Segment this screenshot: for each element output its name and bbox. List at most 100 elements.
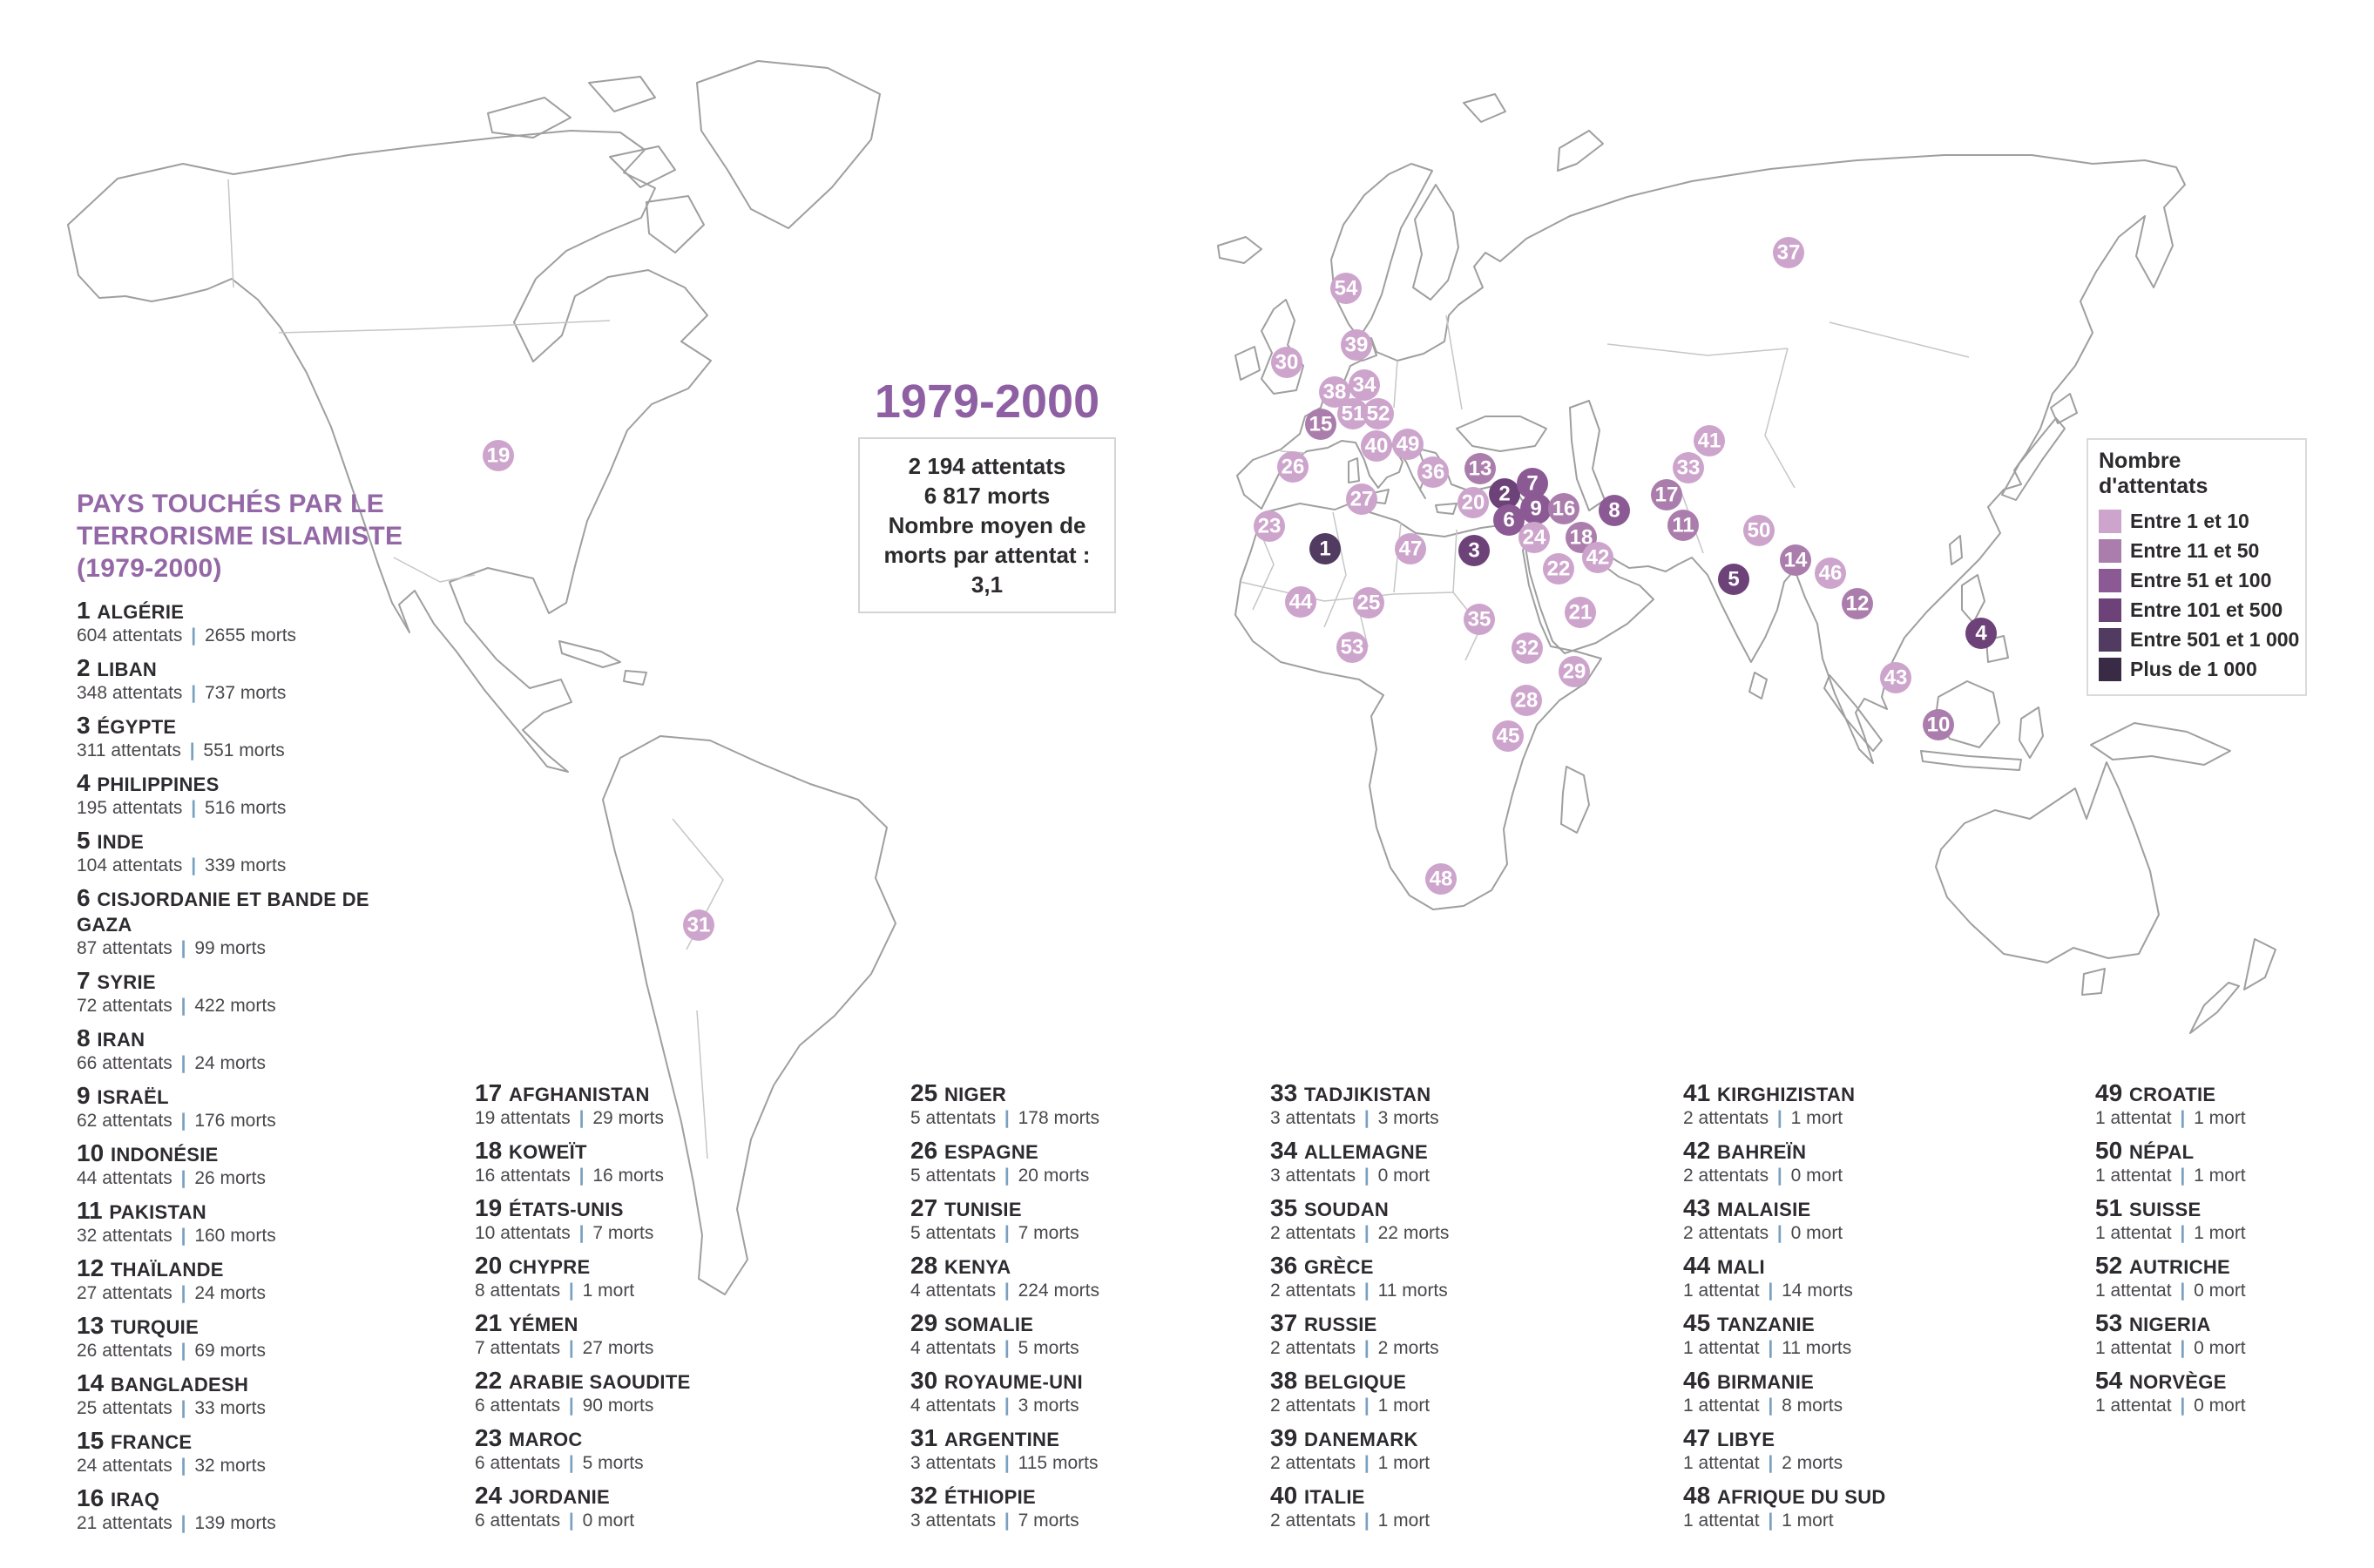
svg-text:51: 51: [1342, 402, 1365, 426]
country-name-12: 12 THAÏLANDE: [77, 1254, 224, 1281]
country-item-46: 46 BIRMANIE 1 attentat | 8 morts: [1683, 1368, 1979, 1417]
svg-text:30: 30: [1275, 351, 1299, 375]
country-name-26: 26 ESPAGNE: [910, 1137, 1038, 1164]
country-name-10: 10 INDONÉSIE: [77, 1139, 219, 1166]
country-item-23: 23 MAROC 6 attentats | 5 morts: [475, 1425, 771, 1475]
country-item-41: 41 KIRGHIZISTAN 2 attentats | 1 mort: [1683, 1080, 1979, 1130]
map-bubble-53: 53: [1336, 632, 1368, 663]
period-title: 1979-2000: [874, 375, 1100, 428]
country-name-36: 36 GRÈCE: [1270, 1252, 1374, 1279]
map-bubble-8: 8: [1599, 495, 1630, 526]
country-item-28: 28 KENYA 4 attentats | 224 morts: [910, 1253, 1207, 1302]
map-bubble-54: 54: [1330, 273, 1362, 304]
country-name-37: 37 RUSSIE: [1270, 1309, 1377, 1336]
country-stats-22: 6 attentats | 90 morts: [475, 1396, 654, 1416]
country-item-51: 51 SUISSE 1 attentat | 1 mort: [2095, 1195, 2365, 1245]
country-stats-23: 6 attentats | 5 morts: [475, 1453, 644, 1473]
map-bubble-36: 36: [1417, 456, 1449, 488]
map-bubble-24: 24: [1518, 522, 1550, 553]
svg-text:33: 33: [1677, 456, 1701, 480]
country-name-29: 29 SOMALIE: [910, 1309, 1034, 1336]
svg-text:22: 22: [1547, 558, 1571, 581]
country-stats-18: 16 attentats | 16 morts: [475, 1166, 665, 1186]
svg-text:49: 49: [1397, 433, 1420, 456]
map-bubble-38: 38: [1319, 376, 1350, 408]
map-bubble-42: 42: [1582, 542, 1613, 573]
country-stats-19: 10 attentats | 7 morts: [475, 1223, 654, 1243]
country-stats-32: 3 attentats | 7 morts: [910, 1511, 1079, 1531]
map-bubble-30: 30: [1271, 347, 1302, 378]
svg-text:3: 3: [1468, 539, 1479, 563]
svg-text:36: 36: [1422, 461, 1445, 484]
country-name-4: 4 PHILIPPINES: [77, 769, 220, 796]
country-name-38: 38 BELGIQUE: [1270, 1367, 1407, 1394]
map-bubble-11: 11: [1667, 510, 1699, 541]
svg-text:54: 54: [1335, 277, 1358, 301]
country-column-1: 1 ALGÉRIE 604 attentats | 2655 morts 2 LIB…: [77, 598, 382, 1543]
country-stats-8: 66 attentats | 24 morts: [77, 1053, 267, 1073]
map-bubble-49: 49: [1392, 429, 1424, 460]
country-name-25: 25 NIGER: [910, 1079, 1007, 1106]
map-bubble-19: 19: [483, 440, 514, 471]
country-stats-9: 62 attentats | 176 morts: [77, 1111, 276, 1131]
country-item-42: 42 BAHREÏN 2 attentats | 0 mort: [1683, 1138, 1979, 1187]
country-item-52: 52 AUTRICHE 1 attentat | 0 mort: [2095, 1253, 2365, 1302]
country-item-22: 22 ARABIE SAOUDITE 6 attentats | 90 morts: [475, 1368, 771, 1417]
country-stats-3: 311 attentats | 551 morts: [77, 740, 285, 760]
svg-text:40: 40: [1365, 435, 1389, 458]
legend-items: Entre 1 et 10 Entre 11 et 50 Entre 51 et 1…: [2099, 506, 2299, 684]
map-bubble-22: 22: [1543, 553, 1574, 585]
svg-text:37: 37: [1777, 241, 1801, 265]
country-item-25: 25 NIGER 5 attentats | 178 morts: [910, 1080, 1207, 1130]
country-item-13: 13 TURQUIE 26 attentats | 69 morts: [77, 1313, 382, 1362]
legend-label-1: Entre 1 et 10: [2130, 509, 2249, 532]
map-bubble-7: 7: [1517, 468, 1548, 499]
svg-text:42: 42: [1586, 546, 1610, 570]
legend-swatch-3: [2099, 568, 2121, 592]
country-item-20: 20 CHYPRE 8 attentats | 1 mort: [475, 1253, 771, 1302]
map-bubble-51: 51: [1337, 398, 1369, 429]
map-bubble-50: 50: [1743, 515, 1775, 546]
svg-text:31: 31: [687, 914, 711, 937]
country-stats-4: 195 attentats | 516 morts: [77, 798, 287, 818]
country-item-11: 11 PAKISTAN 32 attentats | 160 morts: [77, 1198, 382, 1247]
map-bubble-13: 13: [1464, 453, 1496, 484]
country-name-1: 1 ALGÉRIE: [77, 597, 185, 624]
country-name-19: 19 ÉTATS-UNIS: [475, 1194, 624, 1221]
svg-text:9: 9: [1530, 497, 1541, 521]
svg-text:50: 50: [1748, 519, 1771, 543]
svg-text:17: 17: [1655, 483, 1679, 507]
legend-label-5: Entre 501 et 1 000: [2130, 627, 2300, 651]
map-bubble-1: 1: [1309, 533, 1341, 564]
country-stats-15: 24 attentats | 32 morts: [77, 1456, 267, 1476]
legend-row-2: Entre 11 et 50: [2099, 536, 2295, 565]
svg-text:11: 11: [1672, 514, 1694, 537]
country-name-39: 39 DANEMARK: [1270, 1424, 1418, 1451]
country-item-38: 38 BELGIQUE 2 attentats | 1 mort: [1270, 1368, 1566, 1417]
country-item-40: 40 ITALIE 2 attentats | 1 mort: [1270, 1483, 1566, 1532]
country-name-16: 16 IRAQ: [77, 1484, 160, 1511]
country-item-34: 34 ALLEMAGNE 3 attentats | 0 mort: [1270, 1138, 1566, 1187]
country-stats-54: 1 attentat | 0 mort: [2095, 1396, 2246, 1416]
map-bubble-15: 15: [1305, 409, 1336, 440]
country-stats-43: 2 attentats | 0 mort: [1683, 1223, 1843, 1243]
country-name-46: 46 BIRMANIE: [1683, 1367, 1815, 1394]
map-bubble-37: 37: [1773, 237, 1804, 268]
country-stats-26: 5 attentats | 20 morts: [910, 1166, 1090, 1186]
country-name-20: 20 CHYPRE: [475, 1252, 591, 1279]
country-item-50: 50 NÉPAL 1 attentat | 1 mort: [2095, 1138, 2365, 1187]
country-stats-16: 21 attentats | 139 morts: [77, 1513, 276, 1533]
country-column-5: 41 KIRGHIZISTAN 2 attentats | 1 mort 42 BA…: [1683, 1080, 1979, 1540]
country-stats-12: 27 attentats | 24 morts: [77, 1283, 267, 1303]
country-name-48: 48 AFRIQUE DU SUD: [1683, 1482, 1886, 1509]
legend-row-1: Entre 1 et 10: [2099, 506, 2295, 536]
country-name-53: 53 NIGERIA: [2095, 1309, 2211, 1336]
country-borders: [227, 179, 1970, 1159]
map-bubble-52: 52: [1363, 398, 1394, 429]
country-stats-45: 1 attentat | 11 morts: [1683, 1338, 1852, 1358]
map-bubble-6: 6: [1493, 504, 1525, 536]
country-item-12: 12 THAÏLANDE 27 attentats | 24 morts: [77, 1255, 382, 1305]
legend-swatch-6: [2099, 657, 2121, 681]
country-item-6: 6 CISJORDANIE ET BANDE DE GAZA 87 attenta…: [77, 885, 382, 960]
